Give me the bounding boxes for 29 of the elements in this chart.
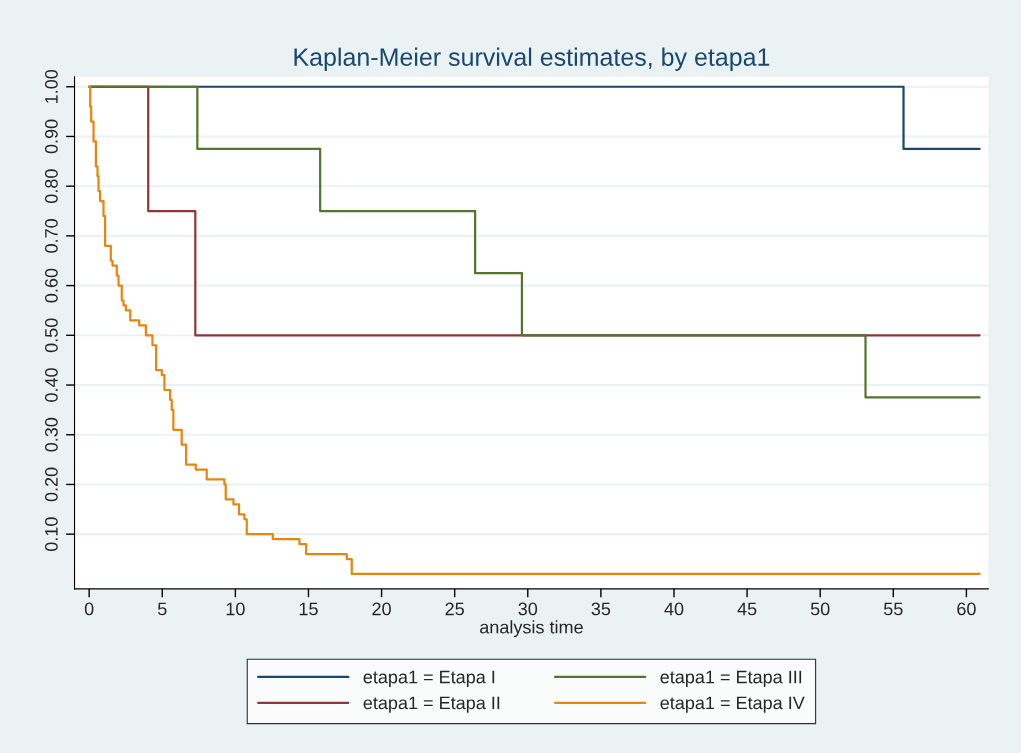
x-tick-label: 10 — [226, 602, 245, 616]
y-tick-label: 0.50 — [44, 318, 58, 353]
x-tick-label: 35 — [591, 602, 611, 616]
x-tick-label: 30 — [518, 602, 538, 616]
x-tick-label: 45 — [737, 602, 757, 616]
x-tick-label: 25 — [445, 602, 464, 616]
y-tick-label: 0.20 — [44, 467, 58, 502]
legend-label: etapa1 = Etapa IV — [660, 696, 805, 713]
x-tick-label: 5 — [157, 602, 167, 616]
y-tick-label: 0.70 — [44, 219, 58, 253]
y-tick-label: 0.30 — [44, 417, 58, 452]
legend-label: etapa1 = Etapa III — [660, 670, 802, 687]
y-tick-label: 0.90 — [44, 119, 58, 154]
y-tick-label: 0.40 — [44, 368, 58, 402]
x-tick-label: 15 — [299, 602, 318, 616]
x-tick-label: 60 — [957, 602, 976, 616]
x-tick-label: 50 — [810, 602, 830, 616]
y-tick-label: 0.80 — [44, 169, 58, 204]
legend-label: etapa1 = Etapa II — [363, 696, 500, 713]
legend-label: etapa1 = Etapa I — [363, 670, 495, 687]
y-tick-label: 1.00 — [44, 69, 58, 103]
x-tick-label: 0 — [84, 602, 94, 616]
x-tick-label: 20 — [372, 602, 391, 616]
chart-title: Kaplan-Meier survival estimates, by etapa1 — [294, 47, 770, 71]
x-tick-label: 40 — [664, 602, 684, 616]
y-tick-label: 0.10 — [44, 517, 58, 552]
x-axis-title: analysis time — [480, 620, 583, 638]
y-tick-label: 0.60 — [44, 268, 58, 303]
x-tick-label: 55 — [883, 602, 903, 616]
